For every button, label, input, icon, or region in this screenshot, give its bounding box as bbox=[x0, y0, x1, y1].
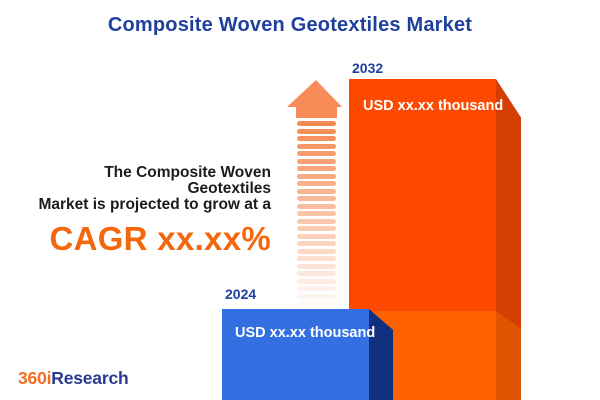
arrow-dash bbox=[297, 211, 336, 216]
arrow-dash bbox=[297, 136, 336, 141]
annotation-block: The Composite Woven Geotextiles Market i… bbox=[30, 165, 271, 256]
cagr-text: CAGR xx.xx% bbox=[49, 220, 271, 257]
bar-2032-year-label: 2032 bbox=[352, 60, 384, 76]
arrow-dash bbox=[297, 286, 336, 291]
arrow-dash bbox=[297, 241, 336, 246]
arrow-dash bbox=[297, 203, 336, 209]
arrow-dash bbox=[297, 173, 336, 179]
logo-research-text: Research bbox=[51, 368, 129, 388]
arrow-dash bbox=[297, 218, 336, 224]
brand-logo: 360iResearch bbox=[18, 368, 129, 389]
bar-2024-value-label: USD xx.xx thousand bbox=[235, 325, 376, 341]
logo-360i-text: 360i bbox=[18, 368, 52, 388]
arrow-dash bbox=[297, 256, 336, 261]
page-title: Composite Woven Geotextiles Market bbox=[107, 14, 473, 36]
bar-2032-side-face-lower-segment bbox=[496, 311, 521, 400]
arrow-dash bbox=[297, 278, 336, 284]
arrow-dash bbox=[297, 263, 336, 269]
arrow-dash bbox=[297, 181, 336, 186]
arrow-dash bbox=[297, 248, 336, 254]
arrow-dash bbox=[297, 293, 336, 299]
bar-2024-front-face bbox=[222, 309, 369, 400]
arrow-dash bbox=[297, 188, 336, 194]
arrow-dash bbox=[297, 166, 336, 171]
arrow-dash bbox=[297, 301, 336, 306]
arrow-dash bbox=[297, 121, 336, 126]
annotation-line-1: The Composite Woven Geotextiles bbox=[104, 164, 271, 197]
arrow-dash bbox=[297, 128, 336, 134]
annotation-line-2: Market is projected to grow at a bbox=[38, 196, 271, 213]
arrow-dash bbox=[297, 271, 336, 276]
arrow-head-icon bbox=[287, 80, 342, 118]
arrow-dash bbox=[297, 233, 336, 239]
arrow-dash bbox=[297, 196, 336, 201]
bar-2032-value-label: USD xx.xx thousand bbox=[363, 98, 504, 114]
arrow-dash bbox=[297, 151, 336, 156]
arrow-dash bbox=[297, 143, 336, 149]
arrow-dash bbox=[297, 226, 336, 231]
bar-2024-year-label: 2024 bbox=[225, 286, 257, 302]
arrow-dash bbox=[297, 158, 336, 164]
